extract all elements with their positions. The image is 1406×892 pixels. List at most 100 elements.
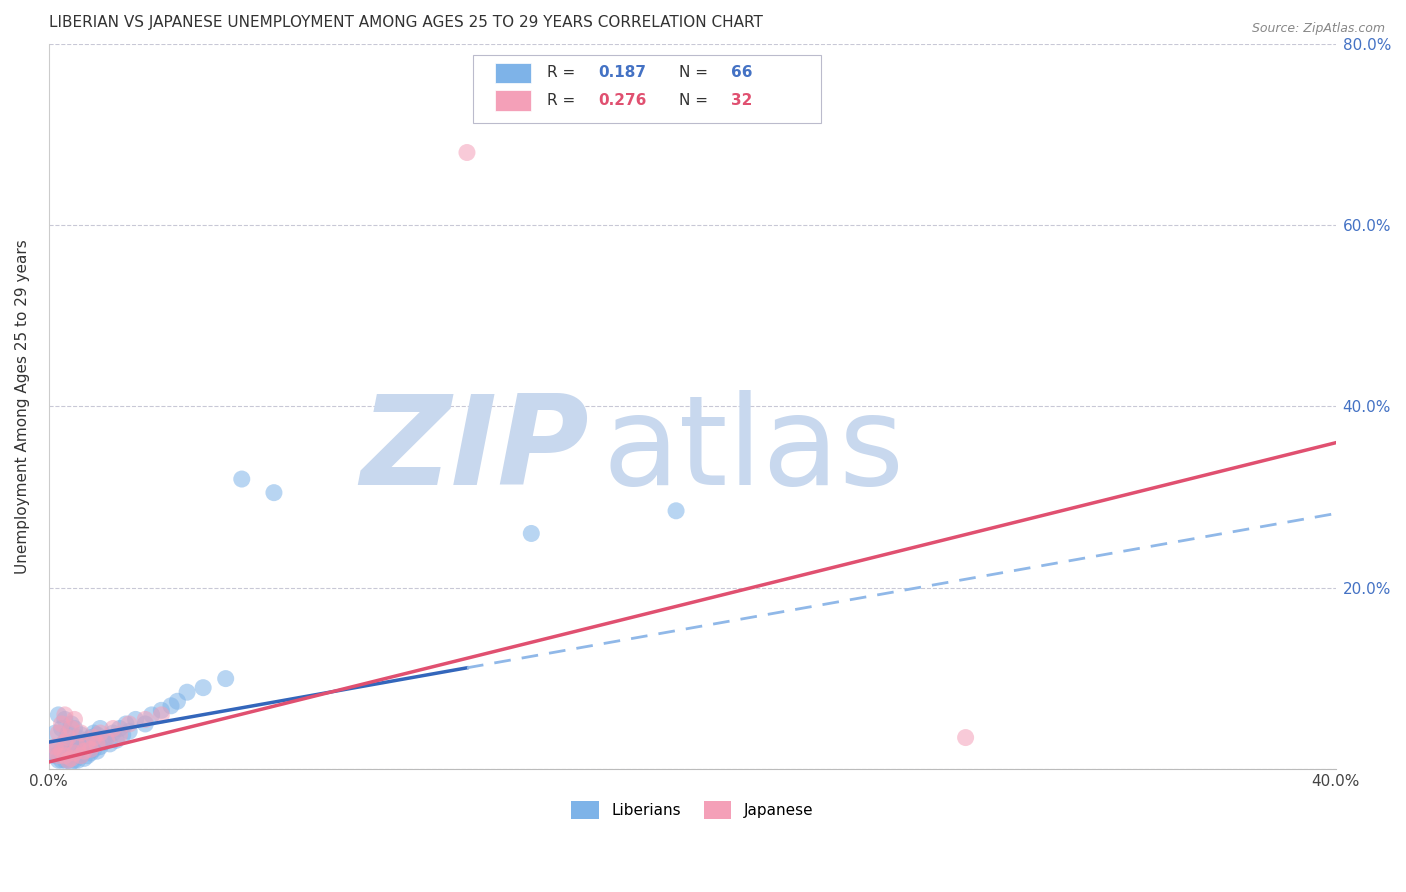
Point [215, 672, 238, 686]
Point [63, 753, 86, 767]
Point [520, 526, 543, 541]
Point [73, 751, 96, 765]
Point [955, 731, 977, 745]
Text: 0.187: 0.187 [598, 65, 647, 80]
Point [48, 753, 70, 767]
Point [115, 717, 138, 731]
Point [48, 707, 70, 722]
FancyBboxPatch shape [495, 90, 531, 111]
Point [63, 746, 86, 760]
Point [86, 744, 108, 758]
Point [665, 504, 688, 518]
Point [79, 731, 101, 745]
Point [44, 748, 66, 763]
Point [96, 733, 118, 747]
Point [56, 726, 79, 740]
Point [60, 748, 83, 763]
Point [83, 731, 105, 745]
Point [160, 698, 183, 713]
Point [53, 707, 76, 722]
Point [93, 735, 115, 749]
Point [51, 753, 73, 767]
Point [124, 713, 146, 727]
Point [63, 713, 86, 727]
Point [79, 742, 101, 756]
FancyBboxPatch shape [474, 54, 821, 123]
Point [60, 755, 83, 769]
Text: 32: 32 [731, 93, 752, 108]
Point [76, 733, 98, 747]
Point [118, 717, 141, 731]
Point [105, 733, 128, 747]
Point [56, 739, 79, 754]
Text: N =: N = [679, 65, 713, 80]
Point [53, 735, 76, 749]
Point [44, 726, 66, 740]
Point [48, 739, 70, 754]
Point [96, 731, 118, 745]
Point [73, 737, 96, 751]
Point [60, 722, 83, 736]
Point [63, 722, 86, 736]
Point [48, 748, 70, 763]
Point [70, 728, 93, 742]
Point [70, 748, 93, 763]
Point [83, 742, 105, 756]
Point [166, 694, 188, 708]
Point [141, 707, 163, 722]
Point [53, 753, 76, 767]
Point [60, 744, 83, 758]
Point [56, 753, 79, 767]
Point [118, 724, 141, 739]
Point [89, 726, 111, 740]
Point [60, 717, 83, 731]
Point [79, 746, 101, 760]
Point [191, 681, 214, 695]
Point [456, 145, 478, 160]
Point [108, 722, 131, 736]
Text: 0.276: 0.276 [598, 93, 647, 108]
Y-axis label: Unemployment Among Ages 25 to 29 years: Unemployment Among Ages 25 to 29 years [15, 239, 30, 574]
Point [53, 748, 76, 763]
Text: Source: ZipAtlas.com: Source: ZipAtlas.com [1251, 22, 1385, 36]
Point [44, 739, 66, 754]
Point [66, 731, 89, 745]
Point [176, 685, 198, 699]
Text: LIBERIAN VS JAPANESE UNEMPLOYMENT AMONG AGES 25 TO 29 YEARS CORRELATION CHART: LIBERIAN VS JAPANESE UNEMPLOYMENT AMONG … [49, 15, 762, 30]
Point [56, 753, 79, 767]
Point [66, 753, 89, 767]
Point [70, 742, 93, 756]
Point [51, 744, 73, 758]
Point [150, 703, 173, 717]
Point [108, 728, 131, 742]
Point [56, 748, 79, 763]
Point [51, 722, 73, 736]
Point [51, 717, 73, 731]
Point [41, 744, 63, 758]
Point [63, 746, 86, 760]
Point [70, 726, 93, 740]
Text: 66: 66 [731, 65, 752, 80]
Point [51, 744, 73, 758]
Point [53, 735, 76, 749]
Point [86, 737, 108, 751]
Point [101, 722, 124, 736]
Point [134, 713, 156, 727]
Point [231, 472, 253, 486]
Point [41, 744, 63, 758]
Point [98, 737, 121, 751]
Point [150, 707, 173, 722]
Point [53, 713, 76, 727]
Point [66, 744, 89, 758]
Point [83, 726, 105, 740]
Point [70, 748, 93, 763]
Point [66, 739, 89, 754]
Point [76, 748, 98, 763]
Point [101, 726, 124, 740]
Point [60, 735, 83, 749]
Point [86, 728, 108, 742]
Point [111, 728, 134, 742]
Point [63, 737, 86, 751]
Point [53, 748, 76, 763]
Point [263, 485, 285, 500]
